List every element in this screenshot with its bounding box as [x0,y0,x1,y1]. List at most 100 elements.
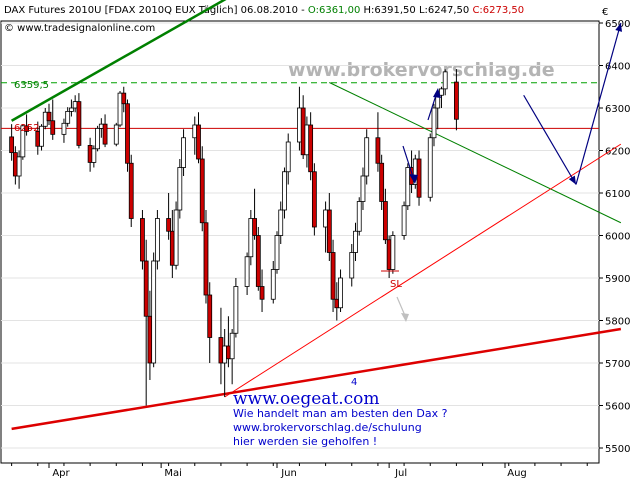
candle-body-12 [69,107,74,112]
candle-body-0 [9,136,15,154]
candle-body-61 [326,209,332,253]
candle-body-67 [356,201,362,232]
candle-body-6 [39,125,44,147]
candle-body-17 [95,127,100,150]
candle-body-81 [431,107,437,139]
svg-text:DAX Futures 2010U [FDAX 2010Q: DAX Futures 2010U [FDAX 2010Q EUX Täglic… [4,5,524,16]
candle-body-8 [46,111,52,122]
header-open: O:6361,00 [308,5,360,16]
plot-area [0,20,600,464]
sl-target-arrowhead [401,313,409,322]
watermark: www.brokervorschlag.de [288,59,555,81]
candle-body-79 [416,158,422,198]
forecast-arrows [523,22,623,185]
forecast-arrow-1 [575,22,622,185]
candle-body-38 [203,222,209,296]
candle-body-16 [91,148,97,163]
candle-body-33 [177,167,183,211]
candle-body-50 [270,269,276,300]
x-tick-label-Aug: Aug [507,468,527,479]
candle-body-46 [248,218,254,258]
x-tick-label-Jul: Jul [394,468,407,479]
candle-body-69 [364,137,370,177]
forecast-arrowhead-0 [568,175,577,185]
candle-body-62 [330,252,336,300]
candle-body-58 [308,124,314,173]
y-axis: 5500 5600 5700 5800 5900 6000 6100 6200 6300 6400… [599,19,630,455]
candle-body-51 [274,235,280,270]
mini-arrowhead-2 [433,88,441,98]
sl-label: SL [390,279,402,290]
candle-body-36 [196,124,201,160]
candle-body-29 [154,218,160,262]
x-tick-label-Mai: Mai [164,468,182,479]
header-low: L:6247,50 [419,5,469,16]
ad-url: www.oegeat.com [233,389,380,409]
candle-body-75 [401,205,407,236]
level-label-6252: 6252 [14,123,39,134]
y-tick-label-5800: 5800 [605,317,630,328]
candle-body-4 [24,125,29,132]
candle-body-80 [427,137,433,198]
candle-body-2 [16,156,22,177]
candle-body-84 [442,71,448,90]
candle-body-52 [278,209,284,236]
candle-body-47 [252,218,257,236]
candle-body-71 [379,162,385,202]
candle-body-39 [207,294,213,338]
y-tick-label-5500: 5500 [605,444,630,455]
candle-body-34 [181,137,186,168]
y-tick-label-6100: 6100 [605,189,630,200]
y-tick-label-6300: 6300 [605,104,630,115]
upper-trend-green [11,0,227,122]
candle-body-25 [140,218,145,262]
candle-body-66 [353,230,358,253]
ad-line-1: Wie handelt man am besten den Dax ? [233,407,448,420]
candle-body-10 [61,122,67,135]
y-tick-label-6500: 6500 [605,19,630,30]
level-label-6359: 6359,5 [14,80,49,91]
candle-body-11 [65,111,71,124]
candle-body-64 [338,277,343,309]
candle-body-20 [113,124,119,145]
candle-body-30 [166,218,172,232]
candle-body-85 [454,81,459,120]
candle-body-53 [282,171,287,211]
ad-line-3: hier werden sie geholfen ! [233,435,377,448]
candle-body-21 [117,92,123,126]
candle-body-37 [199,158,205,224]
candle-body-74 [390,235,396,270]
header-instrument: DAX Futures 2010U [FDAX 2010Q EUX Täglic… [4,5,308,16]
x-axis: Apr Mai Jun Jul Aug [11,463,588,479]
candle-body-45 [244,256,250,287]
candle-body-26 [143,260,149,317]
candle-body-28 [151,260,157,364]
candle-body-32 [173,209,179,266]
candle-body-70 [375,137,381,164]
candles [9,69,459,406]
candle-body-54 [285,141,291,173]
source-credit: © www.tradesignalonline.com [4,23,155,34]
candle-body-23 [125,103,130,164]
red-uptrend-thick [11,327,622,431]
currency-symbol: € [602,7,608,18]
x-tick-label-Jun: Jun [280,468,297,479]
header-close: C:6273,50 [472,5,524,16]
y-tick-label-6200: 6200 [605,147,630,158]
candle-body-43 [229,332,235,360]
candle-body-9 [50,120,56,135]
candle-body-49 [259,286,265,300]
y-tick-label-5600: 5600 [605,402,630,413]
mini-arrow-1 [402,145,415,181]
ad-line-2: www.brokervorschlag.de/schulung [233,421,422,434]
candle-body-83 [439,88,444,96]
annotation-number: 4 [351,377,357,388]
candle-body-3 [20,125,26,158]
candle-body-59 [311,171,317,228]
candle-body-72 [382,201,388,241]
candle-body-44 [233,286,239,334]
forecast-arrowhead-1 [615,23,623,32]
candle-body-65 [349,252,355,279]
green-downtrend [329,82,622,224]
y-tick-label-6000: 6000 [605,232,630,243]
